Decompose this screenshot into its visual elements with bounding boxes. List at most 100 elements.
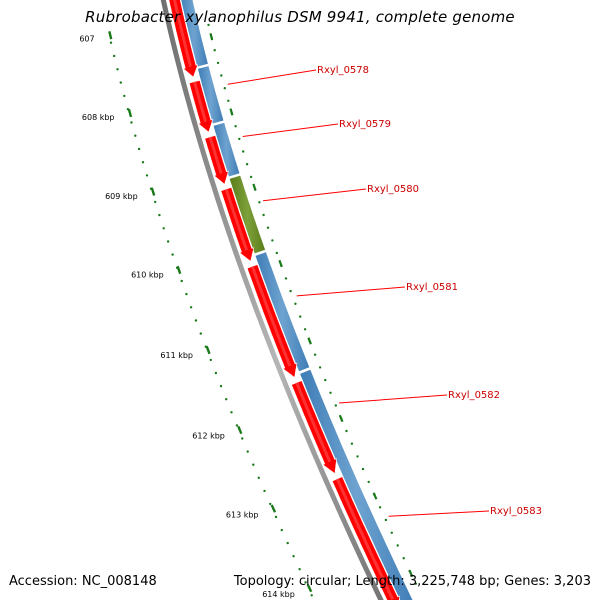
minor-tick <box>263 489 266 493</box>
minor-tick <box>298 568 301 571</box>
major-tick <box>306 584 313 593</box>
minor-tick <box>119 81 123 84</box>
genome-title: Rubrobacter xylanophilus DSM 9941, compl… <box>85 8 515 26</box>
minor-tick <box>113 54 116 58</box>
minor-tick <box>194 319 198 322</box>
minor-tick <box>145 174 149 177</box>
minor-tick <box>234 125 237 128</box>
major-tick <box>209 33 214 41</box>
minor-tick <box>219 384 223 388</box>
gene-leader-line <box>388 510 490 517</box>
gene-leader-line <box>296 286 406 297</box>
minor-tick <box>303 328 307 331</box>
reverse-gene-block <box>300 369 413 600</box>
minor-tick <box>361 467 365 471</box>
minor-tick <box>414 582 417 585</box>
minor-tick <box>258 201 261 204</box>
minor-tick <box>189 306 193 309</box>
reverse-strand-layer <box>181 0 413 600</box>
minor-tick <box>230 411 233 414</box>
minor-tick <box>299 315 302 318</box>
major-tick <box>270 504 277 513</box>
gene-leader-line <box>263 188 367 202</box>
minor-tick <box>345 429 348 433</box>
minor-tick <box>116 68 119 71</box>
reverse-gene-block <box>197 66 224 124</box>
minor-tick <box>252 463 255 466</box>
minor-tick <box>134 134 137 137</box>
minor-tick <box>109 41 113 44</box>
minor-tick <box>334 404 337 407</box>
forward-gene-highlight <box>250 265 292 367</box>
minor-tick <box>166 240 170 243</box>
gene-label-rxyl_0581: Rxyl_0581 <box>406 282 458 293</box>
scale-label: 608 kbp <box>82 113 115 122</box>
minor-tick <box>126 108 130 111</box>
major-tick <box>252 183 257 191</box>
minor-tick <box>204 345 207 348</box>
major-tick <box>278 259 283 268</box>
scale-label: 614 kbp <box>262 590 295 599</box>
minor-tick <box>350 442 354 445</box>
scale-label: 613 kbp <box>226 510 259 519</box>
major-tick <box>237 425 243 435</box>
major-tick <box>205 345 211 355</box>
major-tick <box>108 31 113 40</box>
reverse-gene-block <box>255 252 310 372</box>
minor-tick <box>269 502 272 506</box>
minor-tick <box>141 161 145 164</box>
minor-tick <box>275 251 278 255</box>
minor-tick <box>274 515 278 519</box>
forward-gene-highlight <box>208 136 223 174</box>
minor-tick <box>149 187 153 190</box>
minor-tick <box>249 175 253 179</box>
minor-tick <box>257 476 260 479</box>
major-tick <box>372 492 378 500</box>
gene-label-rxyl_0583: Rxyl_0583 <box>490 506 542 517</box>
minor-tick <box>266 226 270 229</box>
gene-leader-line <box>227 69 317 85</box>
minor-tick <box>304 581 307 584</box>
minor-tick <box>262 213 265 217</box>
reverse-gene-block <box>213 122 240 177</box>
forward-gene-highlight <box>173 0 193 68</box>
scale-label: 609 kbp <box>105 192 138 201</box>
minor-tick <box>238 137 241 141</box>
gene-label-rxyl_0579: Rxyl_0579 <box>339 119 391 130</box>
minor-tick <box>245 163 249 166</box>
minor-tick <box>378 506 382 509</box>
highlighted-gene-block <box>229 175 266 254</box>
minor-tick <box>199 332 202 335</box>
minor-tick <box>280 528 283 532</box>
scale-label: 611 kbp <box>160 351 193 360</box>
gene-label-rxyl_0582: Rxyl_0582 <box>448 390 500 401</box>
minor-tick <box>286 541 289 545</box>
minor-tick <box>284 277 288 280</box>
gene-labels-layer: Rxyl_0578 Rxyl_0579 Rxyl_0580 Rxyl_0581 Rxyl… <box>227 65 542 517</box>
minor-tick <box>241 437 244 440</box>
gene-leader-line <box>338 394 448 404</box>
minor-tick <box>396 544 399 547</box>
major-tick <box>307 337 312 345</box>
forward-gene-highlight <box>193 81 208 123</box>
major-tick <box>150 187 156 196</box>
minor-tick <box>367 480 370 484</box>
minor-tick <box>207 23 210 27</box>
minor-tick <box>225 398 228 401</box>
minor-tick <box>384 518 388 522</box>
reverse-gene-block <box>181 0 208 67</box>
forward-gene-highlight <box>295 382 332 463</box>
minor-tick <box>318 366 322 369</box>
forward-strand-layer <box>168 0 400 600</box>
scale-label: 610 kbp <box>131 271 164 280</box>
major-tick <box>229 108 234 116</box>
minor-tick <box>294 302 297 305</box>
minor-tick <box>154 200 157 204</box>
scale-ticks-layer: 607 608 kbp 609 kbp 610 kbp 611 kbp 612 kbp 61… <box>79 23 417 599</box>
minor-tick <box>209 358 212 362</box>
minor-tick <box>289 289 292 293</box>
minor-tick <box>180 279 183 283</box>
minor-tick <box>227 99 230 103</box>
